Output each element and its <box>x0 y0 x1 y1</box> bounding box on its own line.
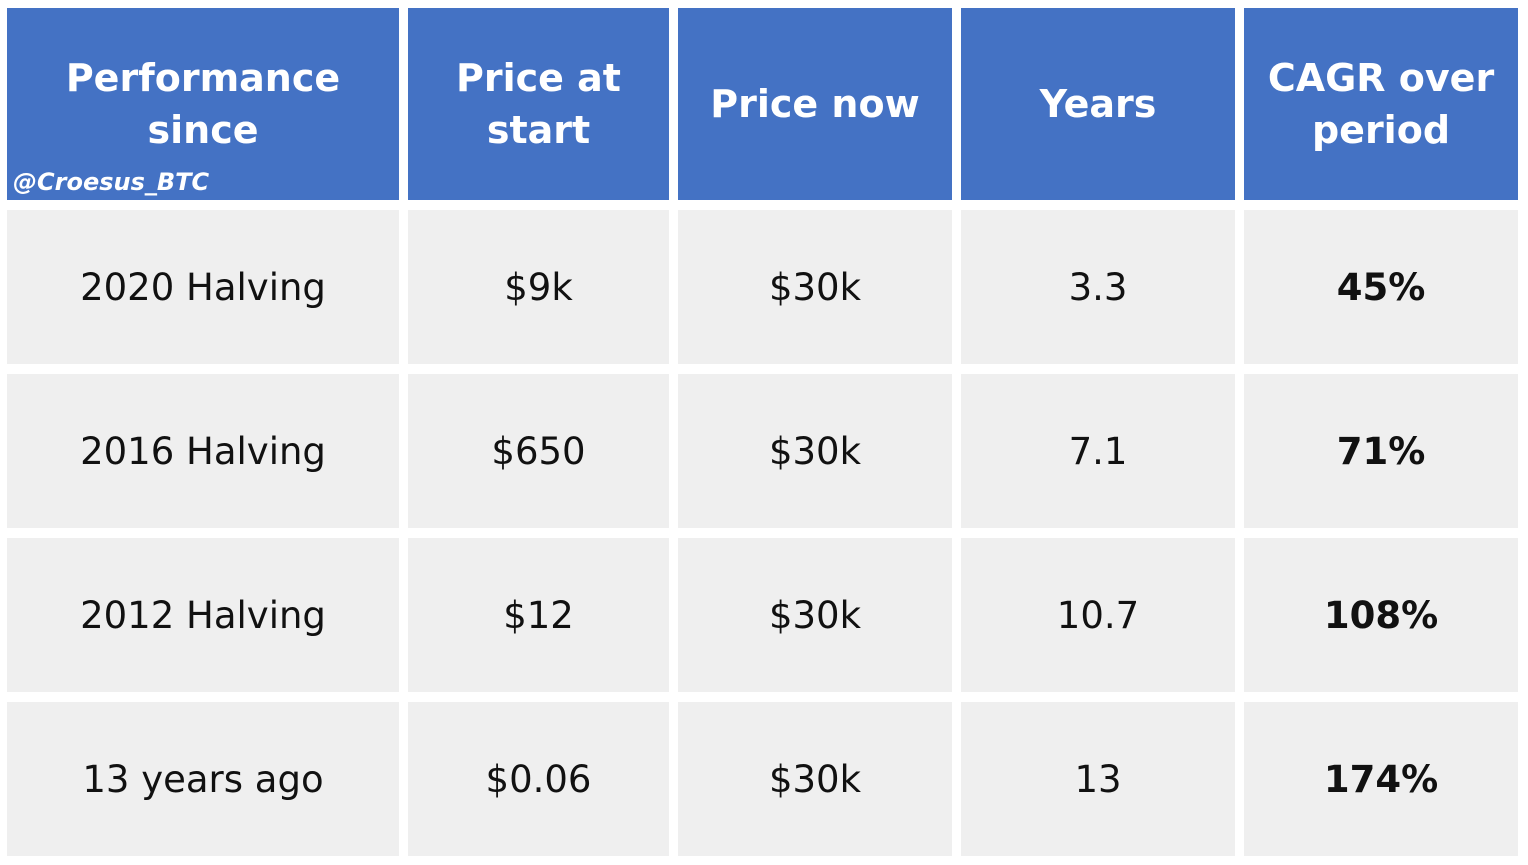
header-price-at-start: Price at start <box>408 8 669 200</box>
row-3-price-at-start: $12 <box>408 538 669 692</box>
row-4-price-now: $30k <box>678 702 952 856</box>
header-label: CAGR over period <box>1267 56 1495 152</box>
row-3-years: 10.7 <box>961 538 1235 692</box>
row-3-cagr: 108% <box>1244 538 1518 692</box>
table-grid: Performance since @Croesus_BTC Price at … <box>7 8 1518 856</box>
row-2-performance-since: 2016 Halving <box>7 374 399 528</box>
header-label: Price now <box>710 82 920 126</box>
row-1-performance-since: 2020 Halving <box>7 210 399 364</box>
header-label: Price at start <box>456 56 621 152</box>
row-4-performance-since: 13 years ago <box>7 702 399 856</box>
row-2-price-at-start: $650 <box>408 374 669 528</box>
row-2-price-now: $30k <box>678 374 952 528</box>
row-4-price-at-start: $0.06 <box>408 702 669 856</box>
header-label: Years <box>1039 82 1157 126</box>
row-4-cagr: 174% <box>1244 702 1518 856</box>
row-3-performance-since: 2012 Halving <box>7 538 399 692</box>
header-price-now: Price now <box>678 8 952 200</box>
row-2-cagr: 71% <box>1244 374 1518 528</box>
row-1-cagr: 45% <box>1244 210 1518 364</box>
watermark-handle: @Croesus_BTC <box>13 168 210 196</box>
row-1-price-at-start: $9k <box>408 210 669 364</box>
header-years: Years <box>961 8 1235 200</box>
header-performance-since: Performance since @Croesus_BTC <box>7 8 399 200</box>
row-1-price-now: $30k <box>678 210 952 364</box>
row-4-years: 13 <box>961 702 1235 856</box>
row-1-years: 3.3 <box>961 210 1235 364</box>
header-label: Performance since <box>65 56 341 152</box>
row-2-years: 7.1 <box>961 374 1235 528</box>
row-3-price-now: $30k <box>678 538 952 692</box>
header-cagr-over-period: CAGR over period <box>1244 8 1518 200</box>
